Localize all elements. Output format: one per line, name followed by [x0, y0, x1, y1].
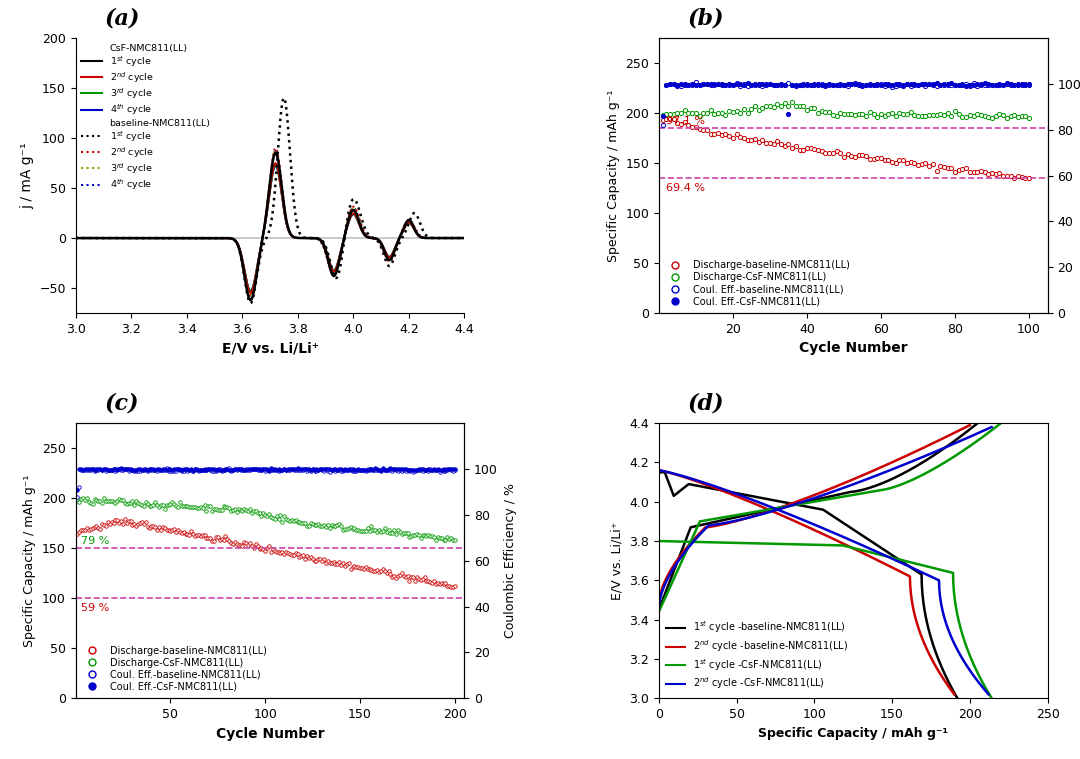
- Text: 79 %: 79 %: [81, 536, 110, 546]
- Text: (b): (b): [687, 8, 724, 30]
- Text: (d): (d): [687, 393, 724, 415]
- Legend: CsF-NMC811(LL), 1$^{st}$ cycle, 2$^{nd}$ cycle, 3$^{rd}$ cycle, 4$^{th}$ cycle, : CsF-NMC811(LL), 1$^{st}$ cycle, 2$^{nd}$…: [80, 43, 212, 193]
- Y-axis label: Specific Capacity / mAh g⁻¹: Specific Capacity / mAh g⁻¹: [607, 90, 620, 262]
- Text: (a): (a): [105, 8, 140, 30]
- Y-axis label: Coulombic Efficiency / %: Coulombic Efficiency / %: [503, 483, 516, 638]
- X-axis label: E/V vs. Li/Li⁺: E/V vs. Li/Li⁺: [221, 342, 319, 355]
- Text: 97.1 %: 97.1 %: [666, 116, 705, 126]
- Y-axis label: Specific Capacity / mAh g⁻¹: Specific Capacity / mAh g⁻¹: [24, 474, 37, 647]
- Legend: Discharge-baseline-NMC811(LL), Discharge-CsF-NMC811(LL), Coul. Eff.-baseline-NMC: Discharge-baseline-NMC811(LL), Discharge…: [81, 644, 269, 694]
- Text: 59 %: 59 %: [81, 603, 109, 613]
- Text: (c): (c): [105, 393, 139, 415]
- X-axis label: Cycle Number: Cycle Number: [799, 342, 907, 355]
- Y-axis label: j / mA g⁻¹: j / mA g⁻¹: [19, 142, 33, 209]
- Text: 69.4 %: 69.4 %: [666, 183, 705, 193]
- Legend: 1$^{st}$ cycle -baseline-NMC811(LL), 2$^{nd}$ cycle -baseline-NMC811(LL), 1$^{st: 1$^{st}$ cycle -baseline-NMC811(LL), 2$^…: [664, 618, 850, 694]
- X-axis label: Specific Capacity / mAh g⁻¹: Specific Capacity / mAh g⁻¹: [758, 726, 948, 739]
- X-axis label: Cycle Number: Cycle Number: [216, 726, 324, 741]
- Legend: Discharge-baseline-NMC811(LL), Discharge-CsF-NMC811(LL), Coul. Eff.-baseline-NMC: Discharge-baseline-NMC811(LL), Discharge…: [664, 259, 852, 308]
- Y-axis label: E/V vs. Li/Li⁺: E/V vs. Li/Li⁺: [610, 521, 623, 600]
